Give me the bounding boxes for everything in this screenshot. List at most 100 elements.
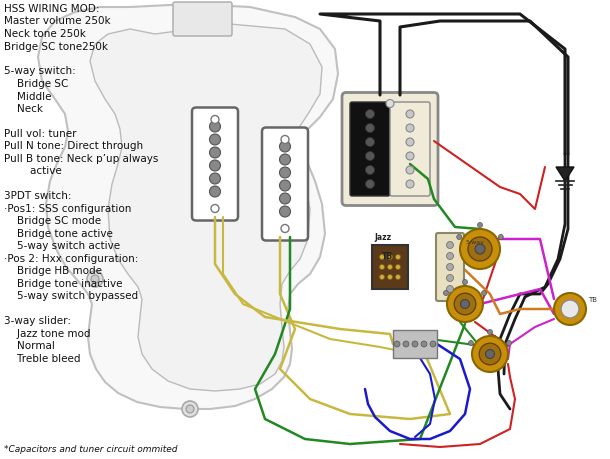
Text: Pull N tone: Direct through: Pull N tone: Direct through <box>4 141 143 151</box>
Circle shape <box>406 167 414 174</box>
Text: TB: TB <box>588 297 597 302</box>
Circle shape <box>479 343 501 365</box>
Circle shape <box>186 405 194 413</box>
Circle shape <box>406 153 414 161</box>
Circle shape <box>379 255 384 260</box>
Circle shape <box>365 124 375 133</box>
Circle shape <box>365 166 375 175</box>
Circle shape <box>430 341 436 347</box>
Text: *Capacitors and tuner circuit ommited: *Capacitors and tuner circuit ommited <box>4 444 178 453</box>
Text: ·Pos1: SSS configuration: ·Pos1: SSS configuration <box>4 203 131 213</box>
FancyBboxPatch shape <box>173 3 232 37</box>
Circle shape <box>403 341 409 347</box>
Circle shape <box>279 168 290 179</box>
Text: active: active <box>4 166 62 176</box>
Circle shape <box>447 264 453 271</box>
Circle shape <box>561 300 579 318</box>
Circle shape <box>211 205 219 213</box>
Circle shape <box>472 336 508 372</box>
Text: Pull vol: tuner: Pull vol: tuner <box>4 129 76 139</box>
Circle shape <box>182 401 198 417</box>
Circle shape <box>487 330 492 335</box>
Circle shape <box>447 242 453 249</box>
Circle shape <box>406 111 414 119</box>
Circle shape <box>394 341 400 347</box>
Text: 5-way: 5-way <box>466 240 485 245</box>
Circle shape <box>461 300 470 309</box>
Circle shape <box>406 125 414 133</box>
Circle shape <box>365 110 375 119</box>
Circle shape <box>209 187 220 197</box>
Circle shape <box>365 180 375 189</box>
Circle shape <box>447 286 453 293</box>
Circle shape <box>395 255 401 260</box>
Circle shape <box>447 253 453 260</box>
Circle shape <box>281 136 289 144</box>
Circle shape <box>554 293 586 325</box>
Polygon shape <box>38 5 338 409</box>
Circle shape <box>447 275 453 282</box>
Text: Jazz: Jazz <box>374 233 391 241</box>
FancyBboxPatch shape <box>390 103 430 196</box>
FancyBboxPatch shape <box>436 234 464 302</box>
Text: Jazz tone mod: Jazz tone mod <box>4 328 90 338</box>
Text: Bridge tone inactive: Bridge tone inactive <box>4 279 123 288</box>
FancyBboxPatch shape <box>342 93 438 206</box>
Text: Pull B tone: Neck p’up always: Pull B tone: Neck p’up always <box>4 154 159 164</box>
Circle shape <box>468 237 492 262</box>
Circle shape <box>209 148 220 159</box>
Circle shape <box>421 341 427 347</box>
Circle shape <box>468 341 473 346</box>
Circle shape <box>279 194 290 205</box>
Circle shape <box>395 265 401 270</box>
Polygon shape <box>90 25 322 391</box>
Polygon shape <box>556 168 574 182</box>
Text: HSS WIRING MOD:: HSS WIRING MOD: <box>4 4 99 14</box>
Circle shape <box>478 223 483 228</box>
Circle shape <box>279 180 290 191</box>
Circle shape <box>406 180 414 189</box>
Circle shape <box>387 255 392 260</box>
Circle shape <box>462 280 467 285</box>
FancyBboxPatch shape <box>262 128 308 241</box>
Text: Middle: Middle <box>4 91 51 101</box>
Circle shape <box>506 341 512 346</box>
Circle shape <box>460 230 500 269</box>
Circle shape <box>279 142 290 153</box>
Circle shape <box>279 207 290 218</box>
Circle shape <box>365 138 375 147</box>
Circle shape <box>457 235 462 240</box>
Circle shape <box>443 291 448 296</box>
FancyBboxPatch shape <box>350 103 390 196</box>
Text: 5-way switch:: 5-way switch: <box>4 67 76 76</box>
Circle shape <box>486 350 495 359</box>
Circle shape <box>412 341 418 347</box>
Bar <box>393 330 437 358</box>
Text: Bridge tone active: Bridge tone active <box>4 229 113 239</box>
Text: Normal: Normal <box>4 341 55 351</box>
Text: Bridge HB mode: Bridge HB mode <box>4 266 102 276</box>
Text: Bridge SC: Bridge SC <box>4 79 68 89</box>
Text: TB: TB <box>382 252 393 260</box>
Circle shape <box>379 275 384 280</box>
Text: ·Pos 2: Hxx configuration:: ·Pos 2: Hxx configuration: <box>4 253 138 263</box>
Text: 3-way slider:: 3-way slider: <box>4 316 71 326</box>
Text: Bridge SC mode: Bridge SC mode <box>4 216 101 226</box>
Circle shape <box>395 275 401 280</box>
Circle shape <box>211 116 219 124</box>
Circle shape <box>475 245 485 254</box>
Text: Bridge SC tone250k: Bridge SC tone250k <box>4 41 108 51</box>
Circle shape <box>209 174 220 185</box>
Text: 5-way switch bypassed: 5-way switch bypassed <box>4 291 138 301</box>
Text: Neck tone 250k: Neck tone 250k <box>4 29 86 39</box>
Circle shape <box>481 291 487 296</box>
Text: 5-way switch active: 5-way switch active <box>4 241 120 251</box>
Circle shape <box>87 271 103 287</box>
Bar <box>372 246 408 289</box>
Circle shape <box>454 294 476 315</box>
Text: Neck: Neck <box>4 104 43 114</box>
Circle shape <box>406 139 414 147</box>
Circle shape <box>379 265 384 270</box>
Circle shape <box>279 155 290 166</box>
Text: Master volume 250k: Master volume 250k <box>4 17 110 27</box>
